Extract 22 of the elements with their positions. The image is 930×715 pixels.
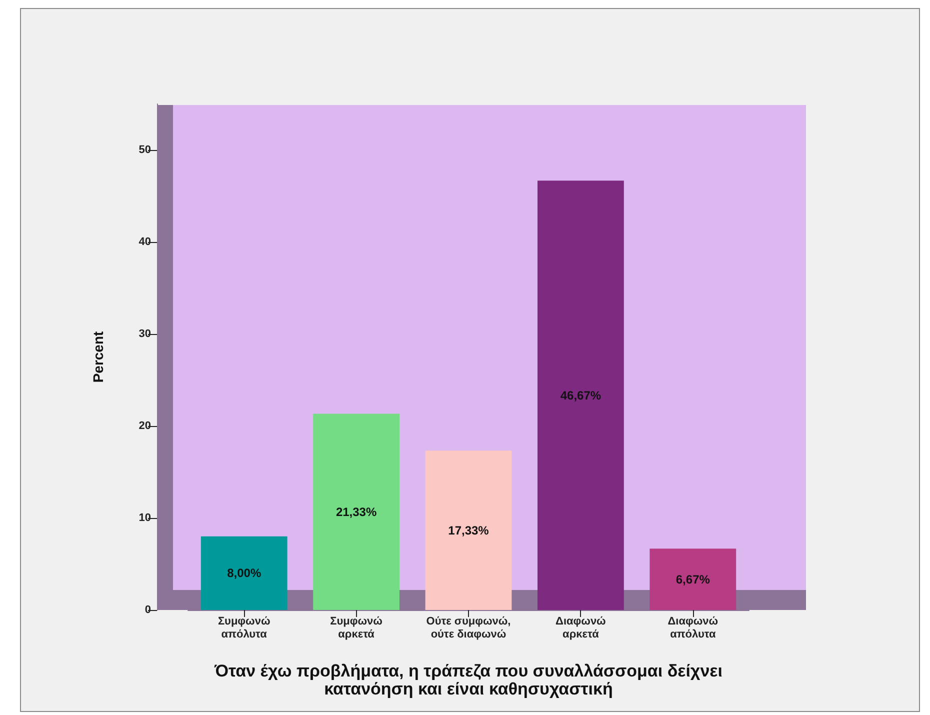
data-label: 8,00% (227, 566, 262, 580)
x-axis-title: Όταν έχω προβλήματα, η τράπεζα που συναλλάσσομαι δείχνει κατανόηση και είναι καθησυχαστική (214, 662, 723, 698)
data-label: 17,33% (448, 523, 490, 538)
bar (313, 414, 400, 610)
x-tick-label: Συμφωνώ απόλυτα (218, 616, 270, 640)
data-label: 6,67% (676, 572, 710, 586)
y-tick-label: 50 (138, 144, 151, 156)
bar (538, 180, 624, 610)
bar (200, 536, 288, 610)
x-tick-label: Ούτε συμφωνώ, ούτε διαφωνώ (426, 616, 511, 640)
y-tick-label: 10 (138, 512, 151, 524)
x-tick-label: Συμφωνώ αρκετά (330, 616, 382, 640)
x-tick-label: Διαφωνώ αρκετά (556, 616, 606, 640)
bar (425, 450, 512, 610)
data-label: 46,67% (560, 388, 602, 402)
y-tick-label: 40 (138, 236, 151, 248)
x-tick-label: Διαφωνώ απόλυτα (668, 616, 718, 640)
y-tick-label: 20 (138, 420, 151, 432)
y-tick-label: 30 (138, 328, 151, 340)
data-label: 21,33% (336, 504, 377, 519)
bar (650, 548, 736, 610)
y-axis-title: Percent (90, 330, 106, 383)
